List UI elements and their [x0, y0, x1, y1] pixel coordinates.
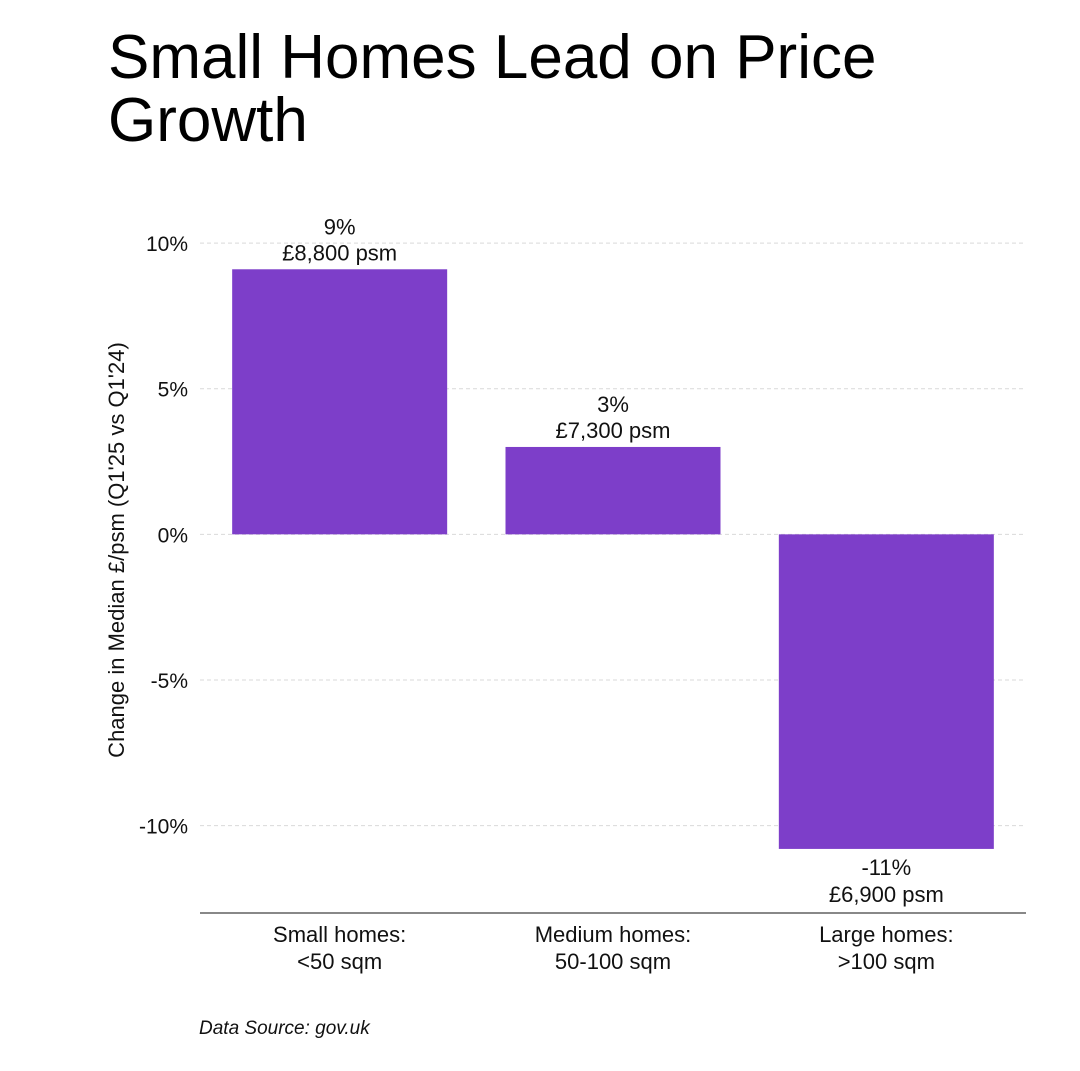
- data-label-percent: -11%: [861, 855, 911, 880]
- bar: [778, 534, 994, 849]
- bar: [505, 446, 721, 535]
- category-label-line-1: Medium homes:: [535, 922, 692, 947]
- bar: [232, 269, 448, 535]
- bars: [232, 269, 994, 849]
- y-axis-label: Change in Median £/psm (Q1'25 vs Q1'24): [104, 342, 129, 758]
- data-label-price: £6,900 psm: [829, 882, 944, 907]
- y-tick-label: 5%: [158, 379, 188, 402]
- category-label-line-1: Large homes:: [819, 922, 954, 947]
- category-label-line-2: <50 sqm: [297, 949, 382, 974]
- data-labels: 9%£8,800 psm 3%£7,300 psm -11%£6,900 psm: [282, 214, 944, 907]
- category-label-line-2: >100 sqm: [838, 949, 935, 974]
- data-label-percent: 9%: [324, 214, 356, 239]
- y-tick-labels: 10% 5% 0% -5% -10%: [139, 233, 188, 839]
- chart-title-line-2: Growth: [108, 86, 308, 155]
- data-label-percent: 3%: [597, 392, 629, 417]
- y-tick-label: -10%: [139, 816, 188, 839]
- data-label-price: £8,800 psm: [282, 240, 397, 265]
- y-tick-label: 10%: [146, 233, 188, 256]
- x-tick-labels: Small homes:<50 sqm Medium homes:50-100 s…: [273, 922, 954, 974]
- chart-title-line-1: Small Homes Lead on Price: [108, 23, 876, 92]
- y-tick-label: 0%: [158, 524, 188, 547]
- data-source: Data Source: gov.uk: [199, 1018, 371, 1039]
- category-label-line-1: Small homes:: [273, 922, 406, 947]
- category-label-line-2: 50-100 sqm: [555, 949, 671, 974]
- data-label-price: £7,300 psm: [556, 418, 671, 443]
- y-tick-label: -5%: [151, 670, 188, 693]
